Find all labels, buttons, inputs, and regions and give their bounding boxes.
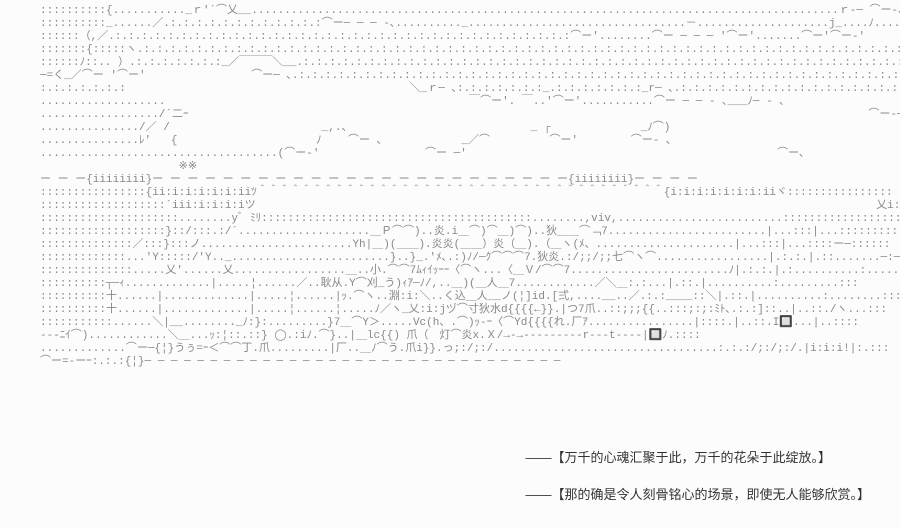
caption-line-2: ――【那的确是令人刻骨铭心的场景，即使无人能够欣赏。】 <box>525 484 870 503</box>
caption-line-1: ――【万千的心魂汇聚于此，万千的花朵于此绽放。】 <box>525 447 870 466</box>
caption-container: ――【万千的心魂汇聚于此，万千的花朵于此绽放。】 ――【那的确是令人刻骨铭心的场… <box>525 429 870 503</box>
ascii-art-block: ::::::::::{..........._ｒ'´⌒乂__..........… <box>40 5 900 369</box>
